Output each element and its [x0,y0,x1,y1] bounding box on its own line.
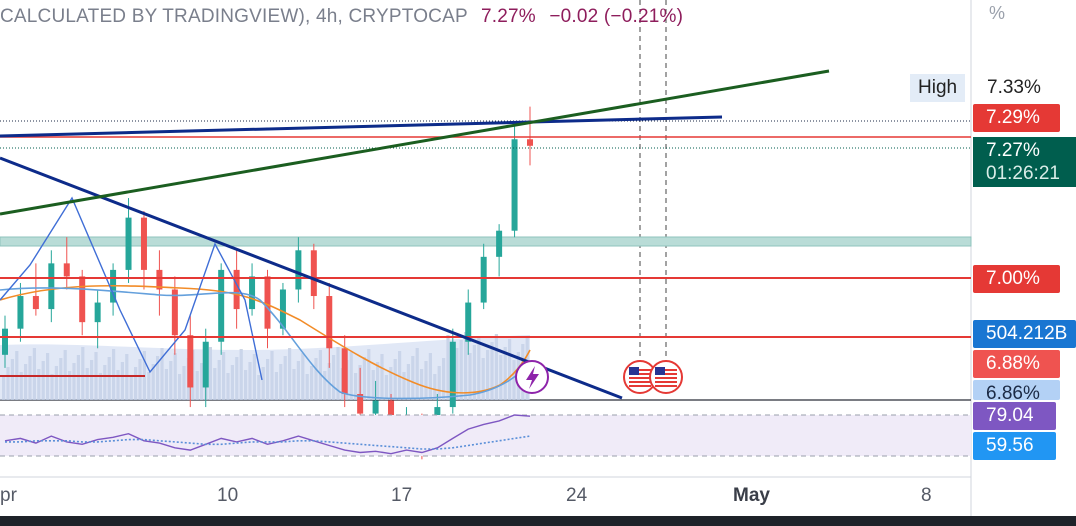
rsi-label: 79.04 [973,402,1056,430]
x-tick-10: 10 [217,485,239,506]
ma-fast-label: 6.88% [973,350,1060,378]
lightning-event-icon [515,360,549,394]
x-tick-8: 8 [921,485,932,506]
price-label-7-00: 7.00% [973,265,1060,293]
symbol-legend: CALCULATED BY TRADINGVIEW), 4h, CRYPTOCA… [0,6,683,28]
candle-body [17,296,24,329]
candle-body [218,269,225,342]
candle-body [295,250,302,290]
candle-body [527,139,533,146]
candle-body [2,328,8,355]
candle-body [326,296,333,349]
flag-stripe [629,385,651,387]
support-zone [0,236,972,247]
candle-body [249,276,256,310]
candle-body [63,263,70,277]
candle-body [279,289,286,329]
candlesticks [2,106,533,460]
bar-countdown: 01:26:21 [986,163,1060,184]
legend-title: CALCULATED BY TRADINGVIEW), 4h, CRYPTOCA… [0,6,468,27]
candle-body [496,230,503,257]
candle-body [32,296,39,310]
flag-stripe [655,369,677,371]
x-tick-17: 17 [391,485,413,506]
candle-body [264,276,271,329]
ma-slow-label: 6.86% [973,380,1060,400]
candle-body [48,263,55,310]
candle-body [79,276,86,323]
x-tick-may: May [733,485,770,506]
last-price-box: 7.27% 01:26:21 [973,137,1076,187]
candle-body [171,289,178,336]
candle-body [372,400,379,414]
candle-body [357,394,364,414]
candle-body [480,256,487,303]
axis-unit: % [989,3,1006,23]
candle-body [449,341,456,408]
ascending-trendline [0,69,830,216]
flag-stripe [629,381,651,383]
rsi-line [4,414,531,455]
price-label-red-top: 7.29% [973,104,1060,132]
candle-body [341,348,348,394]
legend-value: 7.27% [480,6,536,27]
high-label: High [910,74,966,102]
candle-body [187,335,194,388]
zigzag-pattern [0,196,263,381]
descending-trendline [0,156,623,400]
volume-area [0,335,530,400]
resistance-trendline [0,115,723,138]
candle-body [233,269,240,310]
lightning-glyph [526,366,539,389]
candle-body [94,302,101,323]
high-value: 7.33% [987,77,1041,98]
rsi-ma-label: 59.56 [973,432,1056,460]
candle-body [140,217,147,270]
flag-stripe [655,385,677,387]
legend-change: −0.02 (−0.21%) [549,6,684,27]
rsi-band [0,415,971,456]
flag-stripe [629,373,651,375]
x-tick-24: 24 [566,485,588,506]
flag-stripe [655,377,677,379]
x-tick-apr: pr [0,485,17,506]
candle-body [125,217,132,270]
bottom-toolbar [0,516,1076,526]
candle-body [202,341,209,388]
flag-stripe [655,381,677,383]
flag-canton [655,367,665,375]
volume-label: 504.212B [973,320,1076,348]
flag-stripe [629,369,651,371]
candle-body [465,302,472,342]
candle-body [156,269,163,290]
candle-body [511,139,518,231]
flag-stripe [655,373,677,375]
last-price-value: 7.27% [986,140,1040,161]
us-flag-event-icon [649,360,683,394]
flag-stripe [629,377,651,379]
candle-body [310,250,317,297]
flag-canton [629,367,639,375]
